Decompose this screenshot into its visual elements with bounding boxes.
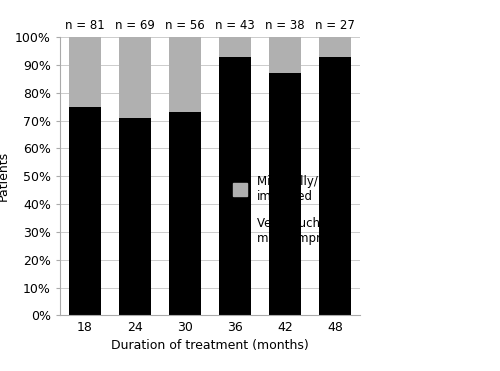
Text: n = 56: n = 56 (165, 19, 205, 32)
Legend: Minimally/ not
improved, Very much/
much improved: Minimally/ not improved, Very much/ much… (228, 170, 354, 249)
Bar (219, 37, 252, 56)
Bar (319, 56, 351, 315)
Bar (269, 37, 301, 73)
Text: n = 27: n = 27 (315, 19, 355, 32)
Bar (169, 112, 201, 315)
Text: n = 43: n = 43 (215, 19, 255, 32)
Y-axis label: Patients: Patients (0, 151, 10, 201)
Bar (119, 37, 151, 118)
Text: n = 69: n = 69 (115, 19, 155, 32)
X-axis label: Duration of treatment (months): Duration of treatment (months) (111, 339, 309, 352)
Bar (319, 37, 351, 56)
Bar (69, 37, 101, 106)
Bar (119, 118, 151, 315)
Text: n = 38: n = 38 (265, 19, 305, 32)
Bar (169, 37, 201, 112)
Bar (69, 106, 101, 315)
Bar (219, 56, 252, 315)
Text: n = 81: n = 81 (65, 19, 105, 32)
Bar (269, 73, 301, 315)
